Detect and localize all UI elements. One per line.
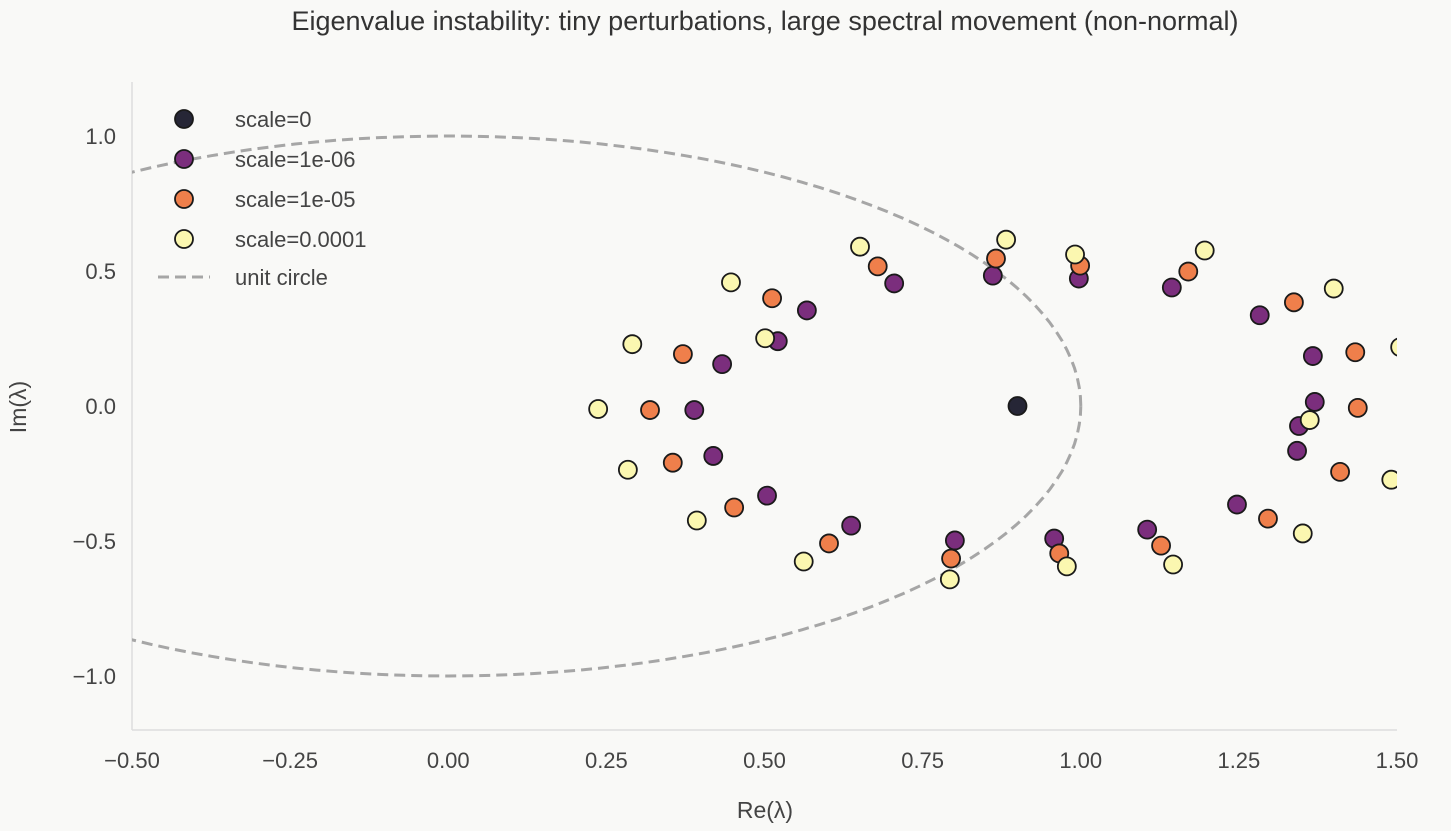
data-point-scale-1e-05 — [673, 344, 693, 365]
data-point-scale-1e-05 — [662, 452, 683, 473]
data-point-scale-0-0001 — [686, 510, 707, 531]
x-tick-label: 1.50 — [1376, 748, 1419, 773]
data-point-scale-1e-05 — [1178, 261, 1199, 282]
data-point-scale-1e-06 — [1304, 392, 1325, 412]
data-point-scale-1e-05 — [640, 400, 660, 420]
data-point-scale-0-0001 — [1163, 554, 1183, 575]
data-point-scale-0-0001 — [1381, 469, 1397, 490]
legend-label: scale=1e-06 — [235, 147, 355, 172]
data-point-scale-0-0001 — [1299, 410, 1320, 430]
data-point-scale-0 — [1007, 396, 1028, 416]
data-point-scale-0-0001 — [1065, 244, 1085, 265]
x-tick-label: 0.50 — [743, 748, 786, 773]
data-point-scale-1e-06 — [703, 446, 724, 466]
legend-marker — [174, 189, 194, 209]
y-tick-label: 1.0 — [85, 124, 116, 149]
data-point-scale-1e-05 — [1330, 461, 1350, 482]
data-point-scale-0-0001 — [1292, 523, 1313, 544]
data-point-scale-1e-05 — [724, 497, 745, 518]
data-point-scale-0-0001 — [1056, 556, 1077, 577]
data-point-scale-1e-06 — [944, 530, 965, 551]
legend-label: scale=1e-05 — [235, 187, 355, 212]
y-tick-label: −0.5 — [73, 529, 116, 554]
data-point-scale-1e-06 — [1287, 440, 1307, 461]
legend-marker — [174, 109, 194, 129]
legend-label: scale=0 — [235, 107, 311, 132]
data-point-scale-1e-05 — [819, 533, 839, 554]
data-point-scale-0-0001 — [617, 459, 638, 480]
legend-marker — [174, 149, 194, 169]
data-point-scale-0-0001 — [588, 399, 609, 419]
data-point-scale-0-0001 — [1390, 337, 1397, 357]
legend-marker — [174, 229, 194, 249]
x-tick-label: 0.25 — [585, 748, 628, 773]
data-point-scale-1e-05 — [1284, 292, 1304, 313]
data-point-scale-0-0001 — [939, 569, 960, 590]
x-axis-label: Re(λ) — [737, 797, 793, 823]
data-point-scale-1e-06 — [841, 515, 862, 536]
data-point-scale-1e-05 — [1345, 342, 1366, 363]
x-tick-label: 0.75 — [901, 748, 944, 773]
data-point-scale-1e-06 — [712, 354, 733, 375]
data-point-scale-1e-06 — [982, 265, 1003, 286]
data-point-scale-1e-06 — [1302, 346, 1323, 366]
data-point-scale-1e-05 — [1258, 508, 1278, 529]
data-point-scale-1e-06 — [1227, 494, 1247, 515]
y-axis-label: Im(λ) — [5, 381, 31, 433]
data-point-scale-0-0001 — [721, 272, 741, 293]
data-point-scale-1e-05 — [941, 548, 961, 569]
data-point-scale-0-0001 — [793, 551, 814, 572]
legend: scale=0 scale=1e-06 scale=1e-05 scale=0.000… — [158, 107, 367, 290]
x-tick-label: 1.25 — [1217, 748, 1260, 773]
data-point-scale-1e-06 — [1161, 277, 1182, 298]
y-tick-label: 0.5 — [85, 259, 116, 284]
legend-label: scale=0.0001 — [235, 227, 367, 252]
data-point-scale-0-0001 — [996, 229, 1017, 250]
data-point-scale-1e-06 — [1249, 305, 1270, 326]
x-tick-label: −0.50 — [104, 748, 160, 773]
data-point-scale-1e-05 — [867, 256, 888, 277]
x-tick-label: −0.25 — [262, 748, 318, 773]
y-tick-label: 0.0 — [85, 394, 116, 419]
data-point-scale-1e-06 — [1137, 519, 1158, 540]
data-point-scale-1e-06 — [757, 485, 777, 506]
data-point-scale-0-0001 — [1323, 278, 1344, 299]
data-point-scale-1e-06 — [884, 273, 905, 294]
data-point-scale-1e-05 — [762, 288, 782, 309]
data-point-scale-1e-06 — [684, 400, 705, 420]
data-point-scale-1e-05 — [1347, 397, 1368, 418]
data-point-scale-1e-05 — [1151, 535, 1171, 556]
x-tick-label: 1.00 — [1059, 748, 1102, 773]
data-point-scale-0-0001 — [622, 334, 643, 355]
y-tick-label: −1.0 — [73, 664, 116, 689]
legend-label: unit circle — [235, 265, 328, 290]
data-point-scale-1e-06 — [796, 300, 817, 321]
unit-circle-line — [132, 134, 1083, 678]
data-point-scale-0-0001 — [755, 328, 776, 349]
data-point-scale-1e-05 — [986, 248, 1006, 269]
data-point-scale-0-0001 — [1194, 240, 1215, 261]
chart-title: Eigenvalue instability: tiny perturbatio… — [292, 6, 1239, 36]
x-tick-label: 0.00 — [427, 748, 470, 773]
data-point-scale-0-0001 — [850, 236, 870, 257]
